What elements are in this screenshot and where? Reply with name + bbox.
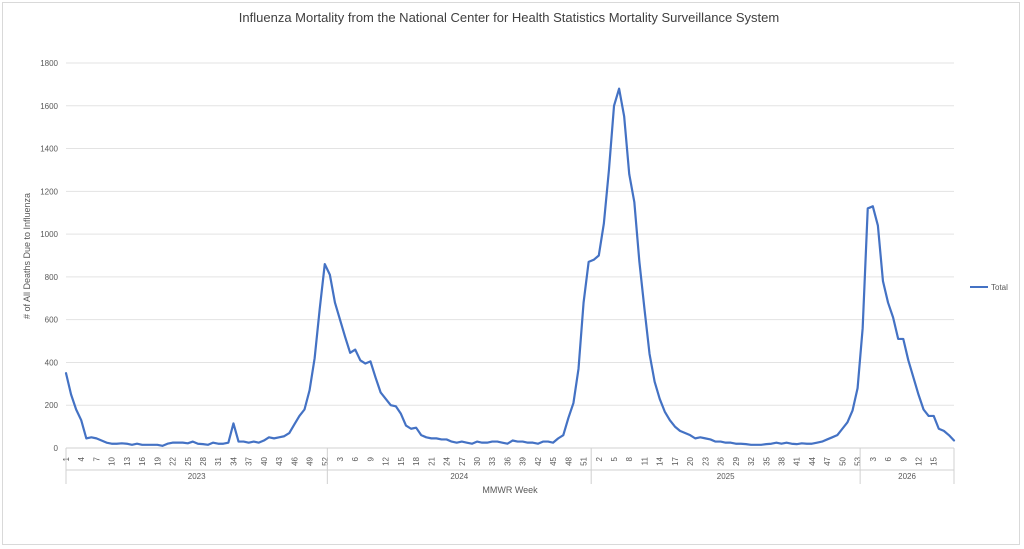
x-tick-label: 30 [473, 456, 482, 465]
x-tick-label: 50 [838, 456, 847, 465]
x-tick-label: 10 [108, 456, 117, 465]
x-tick-label: 21 [427, 456, 436, 465]
x-tick-label: 17 [671, 456, 680, 465]
x-tick-label: 16 [138, 456, 147, 465]
y-tick-label: 200 [45, 401, 59, 410]
x-tick-label: 40 [260, 456, 269, 465]
x-tick-label: 24 [443, 456, 452, 465]
x-tick-label: 9 [366, 456, 375, 461]
x-tick-label: 19 [153, 456, 162, 465]
y-tick-label: 400 [45, 358, 59, 367]
x-tick-label: 47 [823, 456, 832, 465]
x-tick-label: 33 [488, 456, 497, 465]
x-tick-label: 23 [701, 456, 710, 465]
x-tick-label: 15 [397, 456, 406, 465]
x-tick-label: 27 [458, 456, 467, 465]
x-tick-label: 14 [656, 456, 665, 465]
legend: Total [970, 283, 1008, 292]
x-tick-label: 42 [534, 456, 543, 465]
x-tick-label: 6 [351, 456, 360, 461]
chart-title: Influenza Mortality from the National Ce… [239, 10, 779, 25]
y-tick-label: 1000 [40, 230, 58, 239]
x-tick-label: 6 [884, 456, 893, 461]
y-tick-label: 1600 [40, 102, 58, 111]
x-tick-label: 18 [412, 456, 421, 465]
x-tick-label: 37 [245, 456, 254, 465]
x-tick-label: 12 [382, 456, 391, 465]
y-axis-ticks: 0 200 400 600 800 1000 1200 1400 1600 1800 [40, 59, 58, 453]
x-tick-label: 2 [595, 456, 604, 461]
x-axis: 1471013161922252831343740434649523691215… [62, 447, 955, 484]
year-label: 2026 [898, 472, 916, 481]
x-tick-label: 9 [899, 456, 908, 461]
x-tick-label: 5 [610, 456, 619, 461]
x-tick-label: 49 [306, 456, 315, 465]
x-tick-label: 13 [123, 456, 132, 465]
x-tick-label: 22 [169, 456, 178, 465]
x-tick-label: 38 [777, 456, 786, 465]
year-label: 2024 [450, 472, 468, 481]
x-axis-title: MMWR Week [482, 485, 538, 495]
x-tick-label: 28 [199, 456, 208, 465]
x-tick-label: 52 [321, 456, 330, 465]
x-tick-label: 39 [519, 456, 528, 465]
x-tick-label: 43 [275, 456, 284, 465]
y-tick-label: 1400 [40, 145, 58, 154]
series-line-total [64, 87, 956, 447]
legend-label: Total [991, 283, 1008, 292]
x-tick-label: 3 [336, 456, 345, 461]
gridlines [66, 62, 954, 449]
year-label: 2023 [188, 472, 206, 481]
x-tick-label: 7 [92, 456, 101, 461]
x-tick-label: 44 [808, 456, 817, 465]
y-tick-label: 1200 [40, 187, 58, 196]
y-tick-label: 800 [45, 273, 59, 282]
x-tick-label: 8 [625, 456, 634, 461]
x-tick-label: 25 [184, 456, 193, 465]
x-tick-label: 46 [290, 456, 299, 465]
x-tick-label: 4 [77, 456, 86, 461]
y-tick-label: 0 [54, 444, 59, 453]
series-layer [64, 87, 956, 447]
x-tick-label: 26 [717, 456, 726, 465]
x-tick-label: 3 [869, 456, 878, 461]
y-axis-title: # of All Deaths Due to Influenza [22, 193, 32, 319]
x-tick-label: 41 [793, 456, 802, 465]
x-tick-label: 31 [214, 456, 223, 465]
y-tick-label: 1800 [40, 59, 58, 68]
x-tick-label: 53 [854, 456, 863, 465]
x-tick-label: 35 [762, 456, 771, 465]
x-tick-label: 11 [640, 456, 649, 465]
x-tick-label: 45 [549, 456, 558, 465]
x-tick-label: 34 [229, 456, 238, 465]
x-tick-label: 29 [732, 456, 741, 465]
y-tick-label: 600 [45, 316, 59, 325]
x-tick-label: 51 [580, 456, 589, 465]
x-tick-label: 15 [930, 456, 939, 465]
year-label: 2025 [717, 472, 735, 481]
x-tick-label: 20 [686, 456, 695, 465]
x-tick-label: 12 [914, 456, 923, 465]
x-tick-label: 36 [503, 456, 512, 465]
x-tick-label: 32 [747, 456, 756, 465]
x-tick-label: 48 [564, 456, 573, 465]
